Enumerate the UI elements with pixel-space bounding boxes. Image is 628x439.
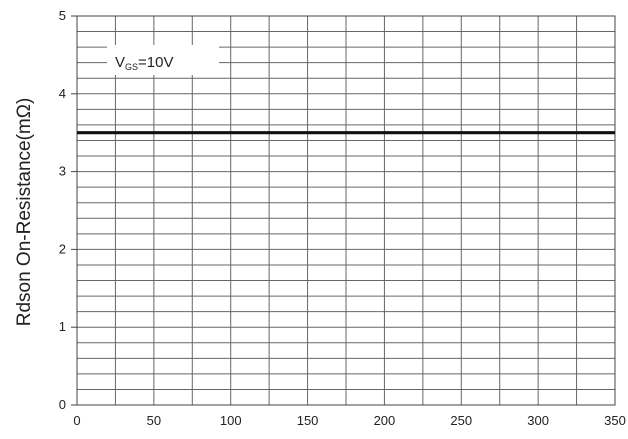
plot-frame xyxy=(76,15,616,406)
y-tick-label: 5 xyxy=(59,8,66,23)
y-tick-label: 4 xyxy=(59,86,66,101)
y-axis-label: Rdson On-Resistance(mΩ) xyxy=(14,98,35,327)
annotation-box xyxy=(107,45,219,75)
grid xyxy=(76,15,616,406)
vgs-annotation: VGS=10V xyxy=(107,45,219,75)
x-tick-label: 200 xyxy=(374,413,396,428)
y-tick-label: 0 xyxy=(59,397,66,412)
x-tick-label: 50 xyxy=(147,413,161,428)
y-tick-label: 1 xyxy=(59,319,66,334)
x-tick-label: 350 xyxy=(604,413,626,428)
annotation-sub: GS xyxy=(125,62,138,72)
x-tick-label: 300 xyxy=(527,413,549,428)
y-tick-label: 3 xyxy=(59,164,66,179)
x-tick-label: 150 xyxy=(297,413,319,428)
x-tick-labels: 0 50 100 150 200 250 300 350 xyxy=(73,413,625,428)
annotation-text: VGS=10V xyxy=(115,54,173,72)
y-tick-label: 2 xyxy=(59,241,66,256)
y-tick-labels: 0 1 2 3 4 5 xyxy=(59,8,77,412)
x-tick-label: 250 xyxy=(450,413,472,428)
annotation-v: V xyxy=(115,54,125,71)
x-tick-label: 100 xyxy=(220,413,242,428)
annotation-tail: =10V xyxy=(138,54,173,71)
x-tick-label: 0 xyxy=(73,413,80,428)
